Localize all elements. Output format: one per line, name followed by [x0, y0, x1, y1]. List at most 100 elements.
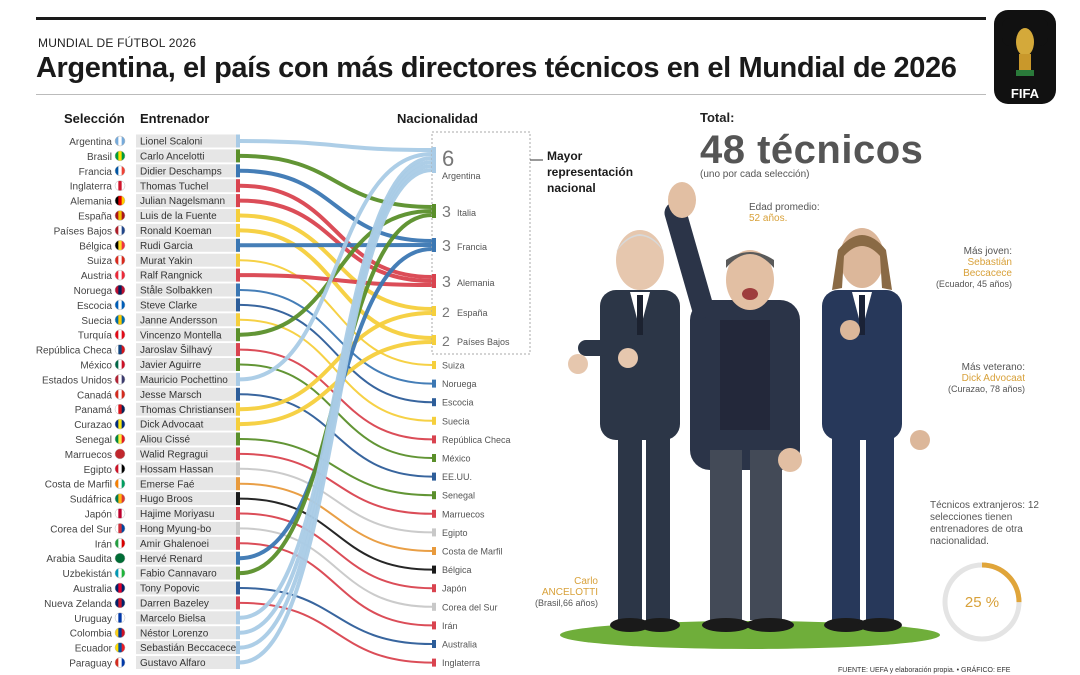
coach-box-marker	[236, 194, 240, 208]
nat-label: Francia	[457, 242, 487, 252]
nat-count: 6	[442, 146, 454, 171]
coach-box	[136, 328, 240, 342]
top-rule	[36, 17, 986, 20]
coach-name: Darren Bazeley	[140, 599, 209, 610]
edad-value: 52 años.	[749, 213, 788, 224]
link-marruecos	[239, 452, 433, 515]
coach-box-marker	[236, 477, 240, 491]
nat-label: Bélgica	[442, 565, 472, 575]
nat-label: Suecia	[442, 416, 470, 426]
coach-box	[136, 179, 240, 193]
col-entrenador: Entrenador	[140, 111, 210, 126]
ancelotti-note: Carlo ANCELOTTI (Brasil,66 años)	[520, 576, 598, 609]
coach-name: Marcelo Bielsa	[140, 613, 206, 624]
nat-marker	[432, 306, 436, 316]
nat-count: 3	[442, 204, 451, 221]
coach-box-marker	[236, 283, 240, 297]
coach-name: Hajime Moriyasu	[140, 509, 214, 520]
link-suiza	[239, 259, 433, 366]
link-brasil	[238, 153, 434, 209]
nat-marker	[432, 335, 436, 345]
link-nueva-zelanda	[239, 601, 433, 664]
coach-box-marker	[236, 313, 240, 327]
nat-label: Costa de Marfil	[442, 547, 503, 557]
nat-marker	[432, 454, 436, 462]
coach-box	[136, 462, 240, 476]
coach-box-marker	[236, 343, 240, 357]
nat-marker	[432, 491, 436, 500]
team-name: Noruega	[74, 286, 113, 297]
coach-box	[136, 656, 240, 669]
coach-box-marker	[236, 507, 240, 520]
coach-name: Gustavo Alfaro	[140, 658, 206, 669]
flag-icon	[114, 374, 126, 385]
nat-marker	[432, 274, 436, 288]
nat-marker	[432, 528, 436, 537]
logo-text: FIFA	[1011, 86, 1040, 101]
link-australia	[239, 587, 433, 645]
nat-label: Alemania	[457, 278, 495, 288]
nat-count: 2	[442, 333, 450, 349]
flag-icon	[114, 478, 126, 489]
flag-icon	[114, 657, 126, 668]
coach-name: Amir Ghalenoei	[140, 539, 209, 550]
link-turquía	[238, 209, 434, 337]
team-name: Senegal	[75, 435, 112, 446]
coach-box-marker	[236, 581, 240, 595]
flag-icon	[114, 612, 126, 624]
nat-label: Senegal	[442, 491, 475, 501]
veterano-sub: (Curazao, 78 años)	[947, 384, 1025, 394]
nat-count: 2	[442, 304, 450, 320]
beccacece-figure	[822, 228, 930, 632]
foreign-share-donut: 25 %	[942, 562, 1022, 642]
link-egipto	[239, 467, 433, 534]
donut-arc	[942, 562, 1022, 642]
coach-box	[136, 358, 240, 371]
flag-icon	[114, 448, 126, 460]
coach-name: Fabio Cannavaro	[140, 569, 217, 580]
link-países-bajos	[238, 228, 434, 340]
coach-name: Aliou Cissé	[140, 435, 190, 446]
coach-box-marker	[236, 402, 240, 416]
nat-marker	[432, 602, 436, 611]
nat-label: España	[457, 308, 488, 318]
col-seleccion: Selección	[64, 111, 125, 126]
coach-box	[136, 134, 240, 148]
flag-icon	[114, 552, 126, 564]
nat-marker	[432, 621, 436, 630]
coach-box-marker	[236, 179, 240, 193]
coach-nationality-chart: Argentina Lionel Scaloni Brasil Carlo Ancel…	[36, 131, 543, 670]
coach-box	[136, 402, 240, 416]
coach-box-marker	[236, 253, 240, 267]
coach-box	[136, 283, 240, 297]
coach-box-marker	[236, 209, 240, 222]
nat-marker	[432, 472, 436, 481]
coach-name: Janne Andersson	[140, 315, 217, 326]
coach-box	[136, 343, 240, 357]
coach-box	[136, 268, 240, 282]
advocaat-figure	[664, 182, 802, 632]
coach-name: Tony Popovic	[140, 584, 199, 595]
team-name: Arabia Saudita	[46, 554, 112, 565]
coach-box	[136, 521, 240, 535]
coach-box	[136, 253, 240, 267]
flag-icon	[114, 150, 126, 162]
link-japón	[239, 512, 433, 590]
flag-icon	[114, 523, 126, 534]
nat-label: Corea del Sur	[442, 602, 498, 612]
joven-sub: (Ecuador, 45 años)	[935, 279, 1012, 289]
flag-icon	[114, 210, 126, 221]
team-name: Brasil	[87, 152, 112, 163]
fifa-2026-logo: FIFA	[994, 10, 1056, 104]
coach-name: Murat Yakin	[140, 256, 192, 267]
coach-box-marker	[236, 521, 240, 535]
coach-box-marker	[236, 551, 240, 565]
nat-marker	[432, 416, 436, 425]
nat-label: Japón	[442, 584, 467, 594]
flag-icon	[114, 493, 126, 504]
team-name: Suecia	[81, 316, 112, 327]
top-nationalities-box	[431, 131, 531, 355]
nat-marker	[432, 435, 436, 444]
coach-box	[136, 372, 240, 386]
coach-name: Vincenzo Montella	[140, 330, 222, 341]
